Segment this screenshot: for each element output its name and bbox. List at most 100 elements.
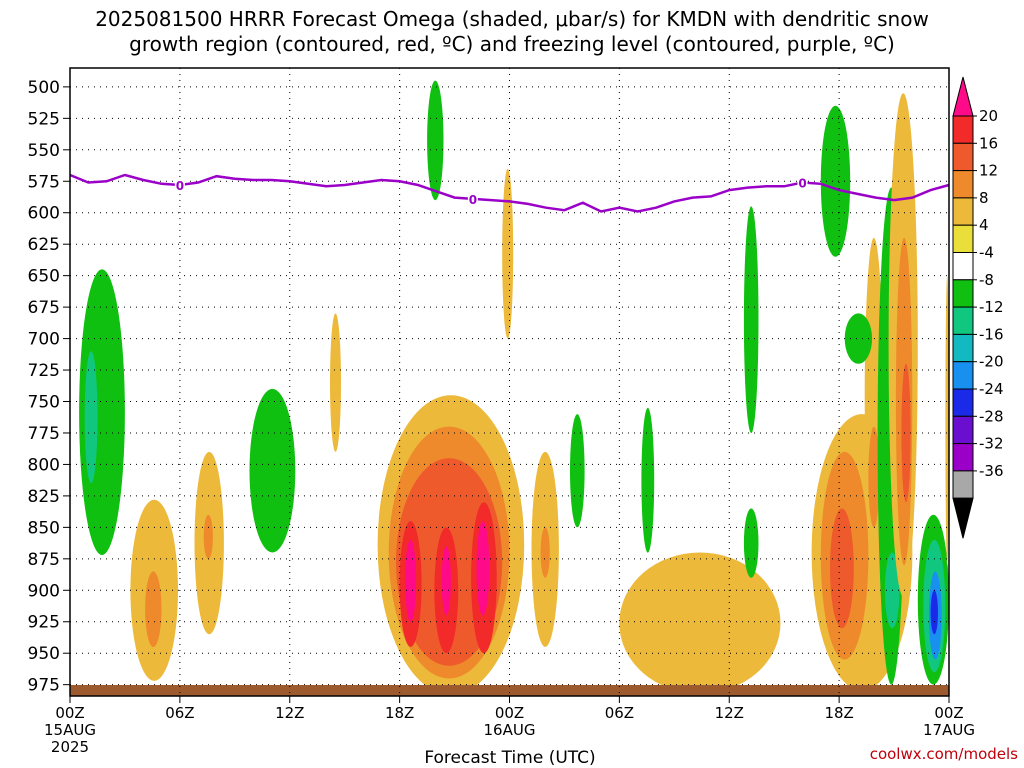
colorbar: 20 16 12 8 4 -4 -8 -12 -16 -20 -24 -28 -32 -36	[952, 76, 1004, 539]
colorbar-bin	[952, 333, 974, 363]
y-tick-label: 525	[28, 109, 60, 129]
omega-cell	[405, 539, 417, 622]
x-tick-label: 12Z	[715, 704, 744, 722]
colorbar-bin	[952, 415, 974, 445]
grid	[70, 68, 949, 696]
y-tick-label: 900	[28, 581, 60, 601]
omega-cell	[79, 269, 125, 555]
colorbar-label: 8	[979, 189, 989, 207]
x-axis-title: Forecast Time (UTC)	[424, 748, 595, 768]
freezing-label-bg	[797, 175, 808, 190]
freezing-level-label: 0	[469, 193, 477, 207]
colorbar-label: 16	[979, 134, 998, 152]
colorbar-arrow-bottom	[952, 497, 974, 539]
colorbar-label: -32	[979, 435, 1004, 453]
omega-cell	[868, 426, 880, 528]
omega-cell	[540, 527, 550, 578]
omega-cell	[743, 508, 759, 578]
colorbar-label: -28	[979, 407, 1004, 425]
y-tick-label: 800	[28, 455, 60, 475]
omega-cell	[901, 363, 911, 503]
colorbar-bin	[952, 197, 974, 226]
colorbar-bin	[952, 142, 974, 172]
y-tick-label: 975	[28, 676, 60, 696]
omega-cell	[619, 552, 781, 694]
x-axis: 06Z 12Z 18Z 06Z 12Z 18Z00Z15AUG202500Z16AUG00…	[44, 696, 975, 756]
y-tick-label: 875	[28, 550, 60, 570]
colorbar-label: 4	[979, 216, 989, 234]
colorbar-label: -24	[979, 380, 1004, 398]
omega-cell	[84, 351, 98, 484]
colorbar-label: -8	[979, 271, 994, 289]
y-tick-label: 550	[28, 141, 60, 161]
freezing-level-label: 0	[798, 177, 806, 191]
omega-cell	[570, 414, 585, 528]
y-tick-label: 675	[28, 298, 60, 318]
omega-cell	[330, 313, 341, 452]
omega-cell	[441, 546, 451, 616]
freezing-level-contour: 0 0 0	[69, 173, 950, 213]
colorbar-bin	[952, 279, 974, 308]
freezing-level-label: 0	[176, 179, 184, 193]
colorbar-bin	[952, 388, 974, 417]
omega-shading	[79, 80, 949, 695]
x-date-label: 16AUG	[484, 721, 536, 739]
ground-band	[70, 685, 949, 696]
colorbar-bin	[952, 115, 974, 144]
y-tick-label: 750	[28, 393, 60, 413]
omega-cell	[830, 508, 854, 629]
x-date-label: 00Z	[55, 704, 84, 722]
colorbar-bin	[952, 470, 974, 499]
y-tick-label: 500	[28, 78, 60, 98]
omega-cell	[203, 514, 213, 559]
colorbar-label: 12	[979, 162, 998, 180]
omega-cell	[743, 206, 759, 433]
x-tick-label: 18Z	[385, 704, 414, 722]
y-tick-label: 950	[28, 644, 60, 664]
colorbar-label: -12	[979, 298, 1004, 316]
y-tick-label: 575	[28, 172, 60, 192]
y-tick-label: 625	[28, 235, 60, 255]
omega-cell	[844, 313, 873, 364]
x-tick-label: 06Z	[605, 704, 634, 722]
y-tick-label: 725	[28, 361, 60, 381]
y-tick-label: 700	[28, 330, 60, 350]
colorbar-bin	[952, 252, 974, 281]
omega-cell	[641, 407, 655, 553]
y-tick-label: 600	[28, 204, 60, 224]
omega-cell	[476, 521, 490, 616]
colorbar-bin	[952, 361, 974, 390]
colorbar-label: -4	[979, 244, 994, 262]
chart-title-line2: growth region (contoured, red, ºC) and f…	[129, 32, 895, 56]
colorbar-label: 20	[979, 107, 998, 125]
x-date-label: 2025	[51, 738, 89, 756]
omega-cell	[427, 80, 444, 201]
colorbar-bin	[952, 224, 974, 253]
x-date-label: 15AUG	[44, 721, 96, 739]
credit-text: coolwx.com/models	[870, 745, 1018, 763]
y-tick-label: 825	[28, 487, 60, 507]
freezing-label-bg	[467, 191, 478, 206]
freezing-label-bg	[174, 178, 185, 193]
chart-title-line1: 2025081500 HRRR Forecast Omega (shaded, …	[95, 7, 929, 31]
x-date-label: 00Z	[934, 704, 963, 722]
omega-cell	[502, 168, 514, 339]
x-date-label: 17AUG	[923, 721, 975, 739]
colorbar-bin	[952, 306, 974, 335]
colorbar-label: -36	[979, 462, 1004, 480]
colorbar-bin	[952, 443, 974, 472]
y-axis: 500 525 550 575 600 625 650 675 700 725 750 775 800 8…	[28, 78, 70, 696]
omega-cell	[945, 275, 949, 566]
x-date-label: 00Z	[495, 704, 524, 722]
y-tick-label: 925	[28, 613, 60, 633]
omega-cell	[930, 590, 938, 635]
x-tick-label: 12Z	[275, 704, 304, 722]
y-tick-label: 775	[28, 424, 60, 444]
omega-cell	[820, 105, 851, 257]
colorbar-bin	[952, 170, 974, 199]
omega-cell	[249, 388, 296, 553]
y-tick-label: 850	[28, 518, 60, 538]
omega-cell	[145, 571, 162, 647]
colorbar-label: -20	[979, 353, 1004, 371]
